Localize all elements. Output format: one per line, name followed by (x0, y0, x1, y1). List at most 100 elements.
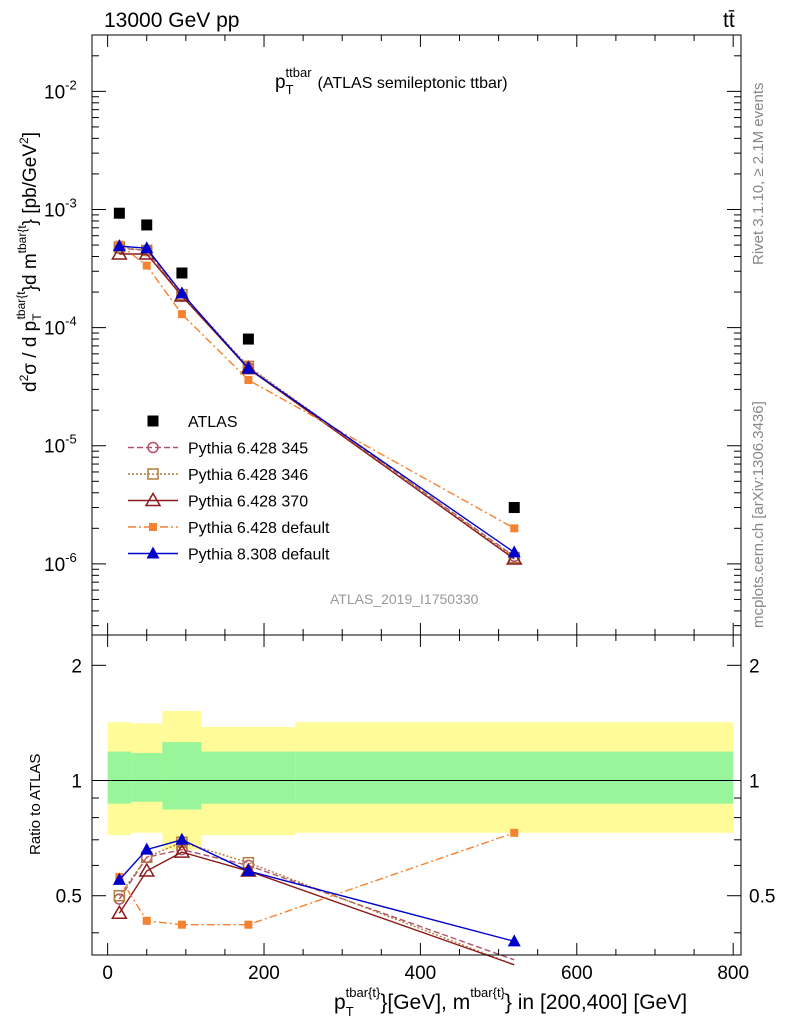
x-tick-label-1: 200 (248, 963, 280, 984)
upper-ytick-label-3: 10-5 (44, 432, 77, 458)
band-inner-0 (107, 751, 132, 804)
upper-point-p370-0 (111, 245, 128, 260)
upper-point-p6def-3 (244, 376, 253, 385)
ylabel-close: ] (20, 132, 41, 137)
lower-point-p346-0 (113, 889, 126, 902)
lower-point-p6def-2 (177, 920, 186, 929)
upper-ytick-base: 10 (44, 319, 65, 340)
lower-ytick-label-right-1: 1 (749, 772, 760, 793)
lower-ytick-label-1: 1 (71, 772, 82, 793)
lower-line-p345 (118, 848, 515, 961)
plot-title-rest: (ATLAS semileptonic ttbar) (318, 75, 508, 92)
lower-point-p370-1 (138, 862, 156, 877)
xlabel-end: } in [200,400] [GeV] (505, 991, 687, 1014)
upper-point-atlas-2 (176, 267, 188, 279)
plot-title: pTttbar (ATLAS semileptonic ttbar) (275, 65, 508, 97)
energy-label: 13000 GeV pp (104, 9, 239, 32)
lower-point-p370-0 (111, 904, 128, 919)
upper-point-atlas-0 (113, 207, 125, 219)
process-label: tt̄ (723, 9, 735, 32)
xlabel-mid: }[GeV], m (380, 991, 470, 1014)
legend-label-p370: Pythia 6.428 370 (188, 494, 308, 511)
x-tick-label-2: 400 (405, 963, 437, 984)
upper-ytick-label-0: 10-2 (44, 77, 77, 103)
ylabel-supt2: tbar{t (15, 225, 29, 254)
lower-ytick-label-2: 2 (71, 656, 82, 677)
upper-ytick-label-4: 10-6 (44, 550, 77, 576)
ylabel-sup2b: 2 (17, 137, 31, 144)
upper-point-p8def-4 (507, 545, 521, 558)
upper-line-p6def (118, 243, 515, 529)
ylabel-sigma: σ / d p (20, 321, 41, 375)
upper-data-layer (111, 207, 523, 565)
lower-point-p8def-4 (507, 934, 521, 947)
upper-point-p8def-1 (140, 241, 154, 254)
ylabel-unit: } [pb/GeV (20, 144, 41, 226)
upper-point-p6def-2 (177, 310, 186, 319)
mcplots-label: mcplots.cern.ch [arXiv:1306.3436] (750, 401, 767, 628)
upper-point-atlas-1 (141, 219, 153, 231)
y-axis-label-lower: Ratio to ATLAS (27, 754, 44, 855)
lower-point-p6def-4 (510, 828, 519, 837)
upper-ytick-exp: -3 (65, 195, 77, 210)
upper-ytick-label-1: 10-3 (44, 195, 77, 221)
legend-marker-atlas (147, 415, 159, 427)
upper-axis-ticks: 10-210-310-410-510-6 (44, 34, 741, 635)
upper-ytick-exp: -6 (65, 550, 77, 565)
ratio-uncertainty-bands (92, 710, 741, 850)
x-tick-label-0: 0 (102, 963, 113, 984)
rivet-label: Rivet 3.1.10, ≥ 2.1M events (750, 83, 767, 266)
lower-line-p346 (118, 841, 515, 966)
upper-point-atlas-3 (242, 333, 254, 345)
upper-point-p8def-2 (175, 286, 189, 299)
legend-marker-p6def (149, 523, 157, 531)
upper-point-p370-4 (505, 550, 523, 565)
xlabel-p-sub: T (346, 1004, 354, 1019)
legend-label-p8def: Pythia 8.308 default (188, 547, 330, 564)
upper-point-p8def-0 (112, 239, 126, 252)
lower-ytick-label-right-0: 0.5 (749, 887, 775, 908)
lower-axis-ticks: 0 200 400 600 800 0.5 0.5 1 1 2 2 (56, 635, 775, 984)
legend-marker-p346 (147, 468, 159, 480)
lower-line-p370 (118, 851, 515, 966)
legend-label-atlas: ATLAS (188, 414, 238, 431)
upper-ytick-base: 10 (44, 437, 65, 458)
lower-ytick-label-0: 0.5 (56, 887, 82, 908)
upper-panel: 10-210-310-410-510-6 pTttbar(ATLAS semil… (44, 34, 742, 636)
lower-point-p8def-2 (175, 832, 189, 845)
legend-marker-p8def (146, 546, 160, 559)
ylabel-dm: }d m (20, 253, 41, 291)
xlabel-p-sup: tbar{t} (346, 985, 381, 1000)
ylabel-sub: T (30, 313, 44, 321)
lower-point-p6def-1 (142, 916, 151, 925)
legend-marker-p345 (147, 441, 159, 454)
xlabel-p: p (334, 991, 346, 1014)
ylabel-sup2: 2 (17, 374, 31, 381)
lower-frame (91, 634, 742, 956)
lower-data-layer (111, 828, 521, 966)
upper-point-atlas-4 (508, 502, 520, 514)
lower-point-p8def-3 (241, 864, 255, 877)
upper-point-p8def-3 (241, 361, 255, 374)
upper-ytick-exp: -5 (65, 432, 77, 447)
legend-label-p345: Pythia 6.428 345 (188, 441, 308, 458)
plot-title-sup: ttbar (286, 65, 313, 80)
legend-marker-p370 (144, 492, 162, 507)
plot-title-p: p (275, 72, 286, 93)
lower-point-p6def-3 (244, 920, 253, 929)
lower-point-p8def-0 (112, 872, 126, 885)
lower-panel: 0 200 400 600 800 0.5 0.5 1 1 2 2 (56, 634, 775, 984)
lower-point-p370-2 (173, 843, 191, 858)
x-tick-label-4: 800 (717, 963, 749, 984)
ylabel-d: d (20, 381, 41, 392)
upper-point-p6def-4 (510, 524, 519, 533)
analysis-id: ATLAS_2019_I1750330 (330, 591, 479, 607)
upper-ytick-base: 10 (44, 200, 65, 221)
upper-ytick-exp: -4 (65, 314, 77, 329)
legend-label-p346: Pythia 6.428 346 (188, 467, 308, 484)
lower-point-p8def-1 (140, 842, 154, 855)
upper-ytick-label-2: 10-4 (44, 314, 77, 340)
legend-label-p6def: Pythia 6.428 default (188, 520, 330, 537)
x-axis-label: pTtbar{t}}[GeV], mtbar{t}} in [200,400] … (334, 985, 687, 1019)
